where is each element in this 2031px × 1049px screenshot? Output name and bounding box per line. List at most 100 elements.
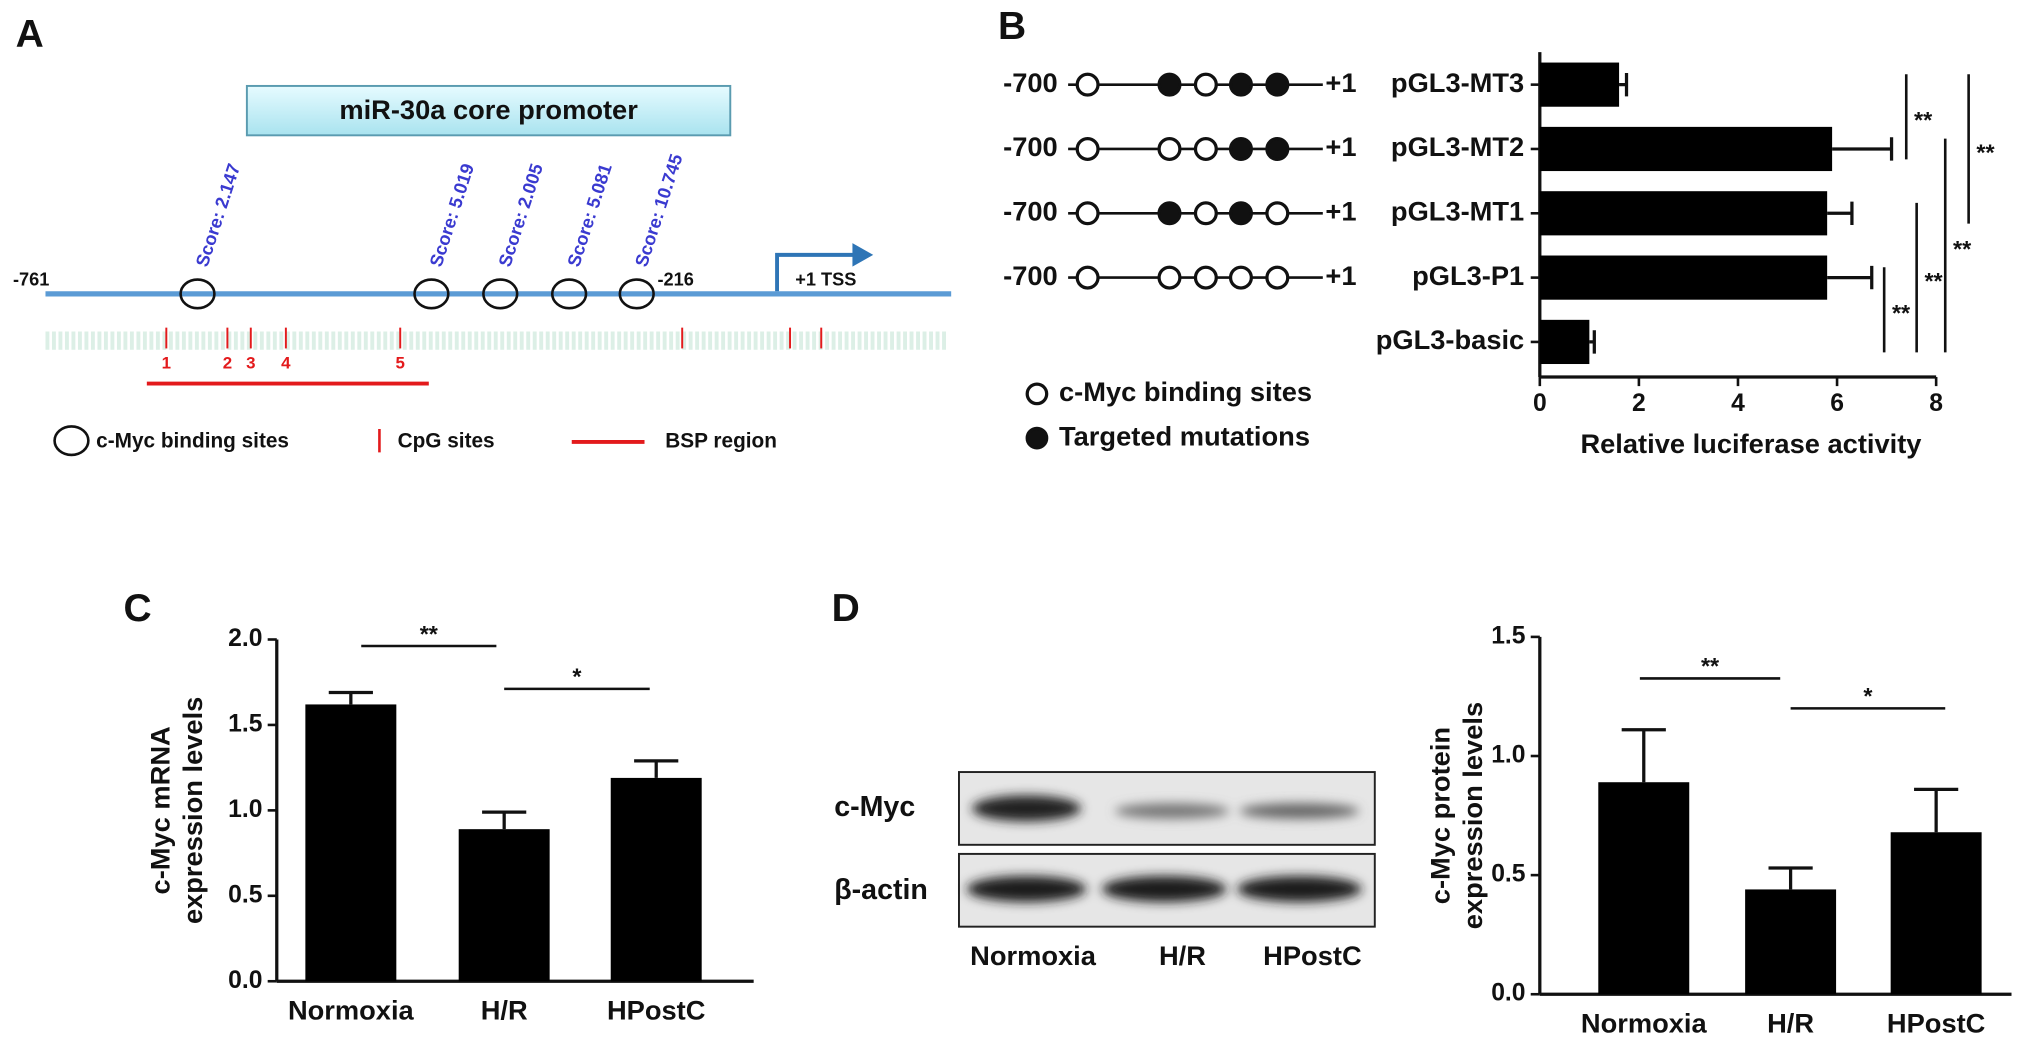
error-bar bbox=[1914, 787, 1959, 833]
mutated-site bbox=[1228, 136, 1253, 161]
error-bar bbox=[1827, 265, 1874, 290]
binding-site bbox=[1075, 201, 1100, 226]
blot-bands bbox=[966, 795, 1362, 902]
score-label: Score: 2.147 bbox=[192, 161, 244, 269]
score-label: Score: 2.005 bbox=[495, 161, 547, 269]
x-tick-label: 4 bbox=[1731, 390, 1745, 417]
binding-site bbox=[1193, 265, 1218, 290]
category-label: pGL3-MT1 bbox=[1391, 195, 1524, 226]
category-label: pGL3-MT3 bbox=[1391, 67, 1524, 98]
mutated-site bbox=[1265, 72, 1290, 97]
y-tick-label: 0.0 bbox=[1491, 980, 1525, 1007]
error-bar bbox=[482, 810, 527, 830]
error-bar bbox=[1619, 72, 1629, 97]
end-label: -216 bbox=[658, 270, 694, 290]
legend-label: CpG sites bbox=[398, 429, 495, 452]
y-axis-label: expression levels bbox=[177, 697, 208, 924]
significance-label: * bbox=[1863, 683, 1873, 709]
construct-end: +1 bbox=[1325, 67, 1356, 98]
tss-arrow bbox=[775, 252, 858, 292]
construct-start: -700 bbox=[1003, 195, 1058, 226]
start-label: -761 bbox=[13, 270, 49, 290]
mutated-site bbox=[1157, 201, 1182, 226]
mutated-site bbox=[1228, 201, 1253, 226]
y-tick-label: 1.0 bbox=[228, 796, 262, 823]
cpg-ticks bbox=[165, 327, 823, 349]
blot-row-label: β-actin bbox=[834, 874, 928, 906]
bar bbox=[1890, 832, 1982, 995]
significance-label: ** bbox=[1701, 653, 1720, 679]
significance-label: * bbox=[572, 664, 582, 690]
error-bar bbox=[328, 690, 373, 705]
significance-label: ** bbox=[1976, 139, 1995, 165]
y-axis-label: expression levels bbox=[1457, 702, 1488, 929]
bar bbox=[1745, 889, 1837, 995]
significance-label: ** bbox=[1953, 236, 1972, 262]
legend-label: c-Myc binding sites bbox=[1059, 376, 1312, 407]
bar bbox=[1539, 319, 1590, 365]
panel-letter: C bbox=[123, 587, 151, 630]
legend-filled bbox=[1025, 426, 1049, 450]
legend-circle bbox=[53, 425, 90, 457]
y-tick-label: 1.5 bbox=[1491, 622, 1526, 649]
legend-label: c-Myc binding sites bbox=[96, 429, 289, 452]
x-tick-label: Normoxia bbox=[288, 995, 415, 1026]
x-tick-label: 2 bbox=[1632, 390, 1646, 417]
bar bbox=[458, 829, 550, 982]
construct-end: +1 bbox=[1325, 131, 1356, 162]
x-tick-label: Normoxia bbox=[1581, 1008, 1708, 1039]
bar bbox=[1539, 126, 1833, 172]
error-bar bbox=[1589, 330, 1596, 354]
score-label: Score: 5.081 bbox=[564, 161, 616, 269]
legend-label: BSP region bbox=[665, 429, 777, 452]
promoter-label: miR-30a core promoter bbox=[339, 94, 638, 125]
category-label: pGL3-P1 bbox=[1412, 260, 1524, 291]
y-tick-label: 1.0 bbox=[1491, 742, 1525, 769]
bar bbox=[1539, 62, 1620, 107]
binding-site bbox=[1075, 265, 1100, 290]
binding-site bbox=[1157, 265, 1182, 290]
error-bar bbox=[1832, 137, 1894, 161]
y-tick-label: 0.0 bbox=[228, 967, 262, 994]
mutated-site bbox=[1265, 136, 1290, 161]
binding-site bbox=[1265, 201, 1290, 226]
binding-site bbox=[1075, 72, 1100, 97]
error-bar bbox=[634, 759, 679, 778]
blot-row-label: c-Myc bbox=[834, 791, 915, 823]
x-tick-label: 0 bbox=[1533, 390, 1547, 417]
construct-start: -700 bbox=[1003, 260, 1058, 291]
cpg-label: 2 bbox=[223, 353, 232, 372]
y-axis-label: c-Myc protein bbox=[1425, 727, 1456, 904]
mutated-site bbox=[1157, 72, 1182, 97]
score-label: Score: 10.745 bbox=[631, 152, 686, 270]
x-tick-label: HPostC bbox=[607, 995, 705, 1026]
construct-start: -700 bbox=[1003, 67, 1058, 98]
category-label: pGL3-basic bbox=[1376, 324, 1524, 355]
x-axis-label: Relative luciferase activity bbox=[1580, 428, 1922, 459]
x-tick-label: 8 bbox=[1929, 390, 1943, 417]
y-tick-label: 0.5 bbox=[1491, 861, 1526, 888]
error-bar bbox=[1827, 201, 1854, 225]
binding-site bbox=[1193, 72, 1218, 97]
promoter-box bbox=[245, 84, 732, 137]
y-tick-label: 0.5 bbox=[228, 881, 263, 908]
binding-site bbox=[550, 278, 588, 310]
cpg-label: 5 bbox=[396, 353, 405, 372]
binding-site bbox=[1193, 136, 1218, 161]
binding-site bbox=[1193, 201, 1218, 226]
binding-site bbox=[179, 278, 216, 310]
bar bbox=[305, 704, 397, 982]
y-tick-label: 2.0 bbox=[228, 625, 262, 652]
binding-site bbox=[618, 278, 655, 310]
binding-site bbox=[1228, 265, 1253, 290]
cpg-label: 3 bbox=[246, 353, 255, 372]
x-tick-label: 6 bbox=[1830, 390, 1844, 417]
panel-letter: A bbox=[16, 13, 44, 56]
score-label: Score: 5.019 bbox=[426, 161, 478, 269]
legend-open bbox=[1025, 382, 1049, 406]
construct-start: -700 bbox=[1003, 131, 1058, 162]
x-tick-label: H/R bbox=[1767, 1008, 1814, 1039]
lane-label: H/R bbox=[1159, 940, 1206, 971]
cpg-label: 4 bbox=[281, 353, 291, 372]
significance-label: ** bbox=[1924, 268, 1943, 294]
